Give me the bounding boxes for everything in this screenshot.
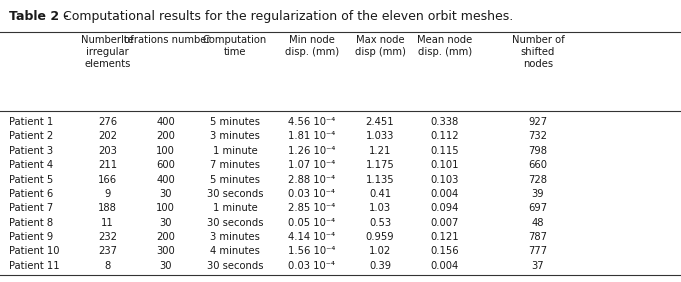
Text: 200: 200: [156, 131, 175, 142]
Text: 0.004: 0.004: [430, 189, 459, 199]
Text: Max node
disp (mm): Max node disp (mm): [355, 35, 405, 57]
Text: 0.03 10⁻⁴: 0.03 10⁻⁴: [288, 261, 336, 271]
Text: Patient 10: Patient 10: [9, 246, 59, 256]
Text: 660: 660: [528, 160, 548, 170]
Text: 4.14 10⁻⁴: 4.14 10⁻⁴: [288, 232, 336, 242]
Text: 8: 8: [104, 261, 111, 271]
Text: Patient 5: Patient 5: [9, 175, 53, 184]
Text: 927: 927: [528, 117, 548, 127]
Text: 37: 37: [532, 261, 544, 271]
Text: 276: 276: [98, 117, 117, 127]
Text: 200: 200: [156, 232, 175, 242]
Text: Computation
time: Computation time: [203, 35, 267, 57]
Text: Table 2 -: Table 2 -: [9, 10, 73, 23]
Text: 11: 11: [101, 218, 114, 228]
Text: 2.451: 2.451: [366, 117, 394, 127]
Text: 100: 100: [156, 146, 175, 156]
Text: 1.26 10⁻⁴: 1.26 10⁻⁴: [288, 146, 336, 156]
Text: 1.033: 1.033: [366, 131, 394, 142]
Text: 777: 777: [528, 246, 548, 256]
Text: 0.121: 0.121: [430, 232, 459, 242]
Text: 30: 30: [159, 261, 172, 271]
Text: 237: 237: [98, 246, 117, 256]
Text: Patient 11: Patient 11: [9, 261, 59, 271]
Text: 1 minute: 1 minute: [212, 203, 257, 213]
Text: Iterations number: Iterations number: [121, 35, 210, 45]
Text: 600: 600: [156, 160, 175, 170]
Text: Computational results for the regularization of the eleven orbit meshes.: Computational results for the regulariza…: [63, 10, 513, 23]
Text: 1.07 10⁻⁴: 1.07 10⁻⁴: [288, 160, 336, 170]
Text: 188: 188: [98, 203, 117, 213]
Text: Patient 8: Patient 8: [9, 218, 53, 228]
Text: 211: 211: [98, 160, 117, 170]
Text: 5 minutes: 5 minutes: [210, 117, 260, 127]
Text: Min node
disp. (mm): Min node disp. (mm): [285, 35, 339, 57]
Text: 0.53: 0.53: [369, 218, 391, 228]
Text: Patient 4: Patient 4: [9, 160, 53, 170]
Text: 4.56 10⁻⁴: 4.56 10⁻⁴: [288, 117, 336, 127]
Text: 1.03: 1.03: [369, 203, 391, 213]
Text: 300: 300: [156, 246, 175, 256]
Text: 3 minutes: 3 minutes: [210, 232, 260, 242]
Text: 1.02: 1.02: [369, 246, 391, 256]
Text: 7 minutes: 7 minutes: [210, 160, 260, 170]
Text: 100: 100: [156, 203, 175, 213]
Text: 3 minutes: 3 minutes: [210, 131, 260, 142]
Text: 0.112: 0.112: [430, 131, 459, 142]
Text: 30 seconds: 30 seconds: [207, 189, 263, 199]
Text: 0.39: 0.39: [369, 261, 391, 271]
Text: 1 minute: 1 minute: [212, 146, 257, 156]
Text: 0.094: 0.094: [430, 203, 459, 213]
Text: 166: 166: [98, 175, 117, 184]
Text: Patient 3: Patient 3: [9, 146, 53, 156]
Text: 0.41: 0.41: [369, 189, 391, 199]
Text: 5 minutes: 5 minutes: [210, 175, 260, 184]
Text: 1.21: 1.21: [369, 146, 391, 156]
Text: 48: 48: [532, 218, 544, 228]
Text: Patient 9: Patient 9: [9, 232, 53, 242]
Text: Patient 1: Patient 1: [9, 117, 53, 127]
Text: 400: 400: [156, 117, 175, 127]
Text: 30 seconds: 30 seconds: [207, 261, 263, 271]
Text: Patient 7: Patient 7: [9, 203, 53, 213]
Text: 2.88 10⁻⁴: 2.88 10⁻⁴: [288, 175, 336, 184]
Text: 30: 30: [159, 218, 172, 228]
Text: 4 minutes: 4 minutes: [210, 246, 260, 256]
Text: 0.115: 0.115: [430, 146, 459, 156]
Text: 9: 9: [104, 189, 111, 199]
Text: 798: 798: [528, 146, 548, 156]
Text: 232: 232: [98, 232, 117, 242]
Text: 1.135: 1.135: [366, 175, 394, 184]
Text: 0.156: 0.156: [430, 246, 459, 256]
Text: 400: 400: [156, 175, 175, 184]
Text: 1.81 10⁻⁴: 1.81 10⁻⁴: [288, 131, 336, 142]
Text: 728: 728: [528, 175, 548, 184]
Text: Patient 2: Patient 2: [9, 131, 53, 142]
Text: 203: 203: [98, 146, 117, 156]
Text: 0.004: 0.004: [430, 261, 459, 271]
Text: 0.007: 0.007: [430, 218, 459, 228]
Text: 30 seconds: 30 seconds: [207, 218, 263, 228]
Text: 39: 39: [532, 189, 544, 199]
Text: 732: 732: [528, 131, 548, 142]
Text: 0.338: 0.338: [430, 117, 459, 127]
Text: 0.103: 0.103: [430, 175, 459, 184]
Text: 2.85 10⁻⁴: 2.85 10⁻⁴: [288, 203, 336, 213]
Text: 30: 30: [159, 189, 172, 199]
Text: 1.56 10⁻⁴: 1.56 10⁻⁴: [288, 246, 336, 256]
Text: 0.05 10⁻⁴: 0.05 10⁻⁴: [288, 218, 336, 228]
Text: 0.03 10⁻⁴: 0.03 10⁻⁴: [288, 189, 336, 199]
Text: Number of
shifted
nodes: Number of shifted nodes: [511, 35, 565, 69]
Text: Patient 6: Patient 6: [9, 189, 53, 199]
Text: Number of
irregular
elements: Number of irregular elements: [81, 35, 134, 69]
Text: 787: 787: [528, 232, 548, 242]
Text: 0.959: 0.959: [366, 232, 394, 242]
Text: 1.175: 1.175: [366, 160, 394, 170]
Text: 202: 202: [98, 131, 117, 142]
Text: 697: 697: [528, 203, 548, 213]
Text: Mean node
disp. (mm): Mean node disp. (mm): [417, 35, 473, 57]
Text: 0.101: 0.101: [430, 160, 459, 170]
